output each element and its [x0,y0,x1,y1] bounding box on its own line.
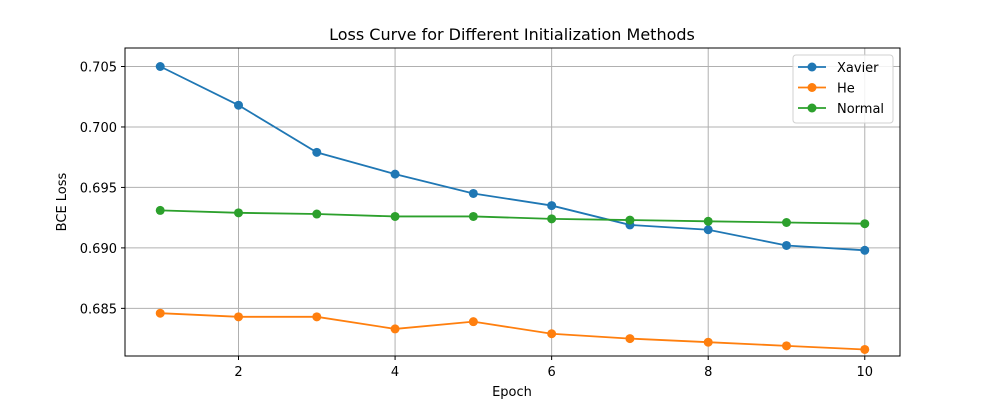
data-point-normal [155,205,165,215]
data-point-normal [703,216,713,226]
legend: Xavier He Normal [792,54,894,124]
series-line-normal [160,209,865,225]
data-point-he [312,312,322,322]
x-tick-label: 10 [856,365,873,380]
data-point-normal [547,214,557,224]
y-tick-label: 0.700 [80,121,117,136]
data-point-he [547,329,557,339]
data-point-xavier [547,201,557,211]
data-point-he [155,308,165,318]
data-point-xavier [155,62,165,72]
plot-frame [124,47,901,357]
series-line-xavier [159,65,865,252]
y-tick-label: 0.705 [80,61,117,76]
data-point-normal [468,211,478,221]
series-lines [155,62,870,354]
legend-item-he: He [798,82,855,97]
data-point-xavier [703,225,713,235]
data-point-xavier [860,245,870,255]
legend-label: Xavier [837,61,879,76]
data-point-normal [234,208,244,218]
data-point-normal [860,219,870,229]
data-point-he [625,334,635,344]
legend-label: He [837,82,855,97]
legend-item-normal: Normal [798,102,884,117]
x-tick-label: 2 [234,365,242,380]
data-point-he [390,324,400,334]
y-axis-ticks: 0.685 0.690 0.695 0.700 0.705 [80,61,125,317]
legend-marker [807,62,817,72]
data-point-xavier [468,188,478,198]
data-point-he [468,317,478,327]
legend-box [792,54,894,124]
legend-item-xavier: Xavier [798,61,879,76]
x-axis-ticks: 2 4 6 8 10 [234,356,873,380]
x-tick-label: 4 [391,365,399,380]
data-point-normal [625,215,635,225]
legend-label: Normal [837,102,884,117]
data-point-xavier [234,100,244,110]
data-point-normal [390,211,400,221]
y-tick-label: 0.695 [80,181,117,196]
x-tick-label: 8 [704,365,712,380]
x-axis-label: Epoch [492,385,532,400]
data-point-normal [781,217,791,227]
y-tick-label: 0.685 [80,302,117,317]
data-point-he [860,344,870,354]
y-tick-label: 0.690 [80,242,117,257]
data-point-normal [312,209,322,219]
data-point-xavier [390,169,400,179]
series-normal [155,205,870,229]
series-xavier [155,62,870,255]
chart-title: Loss Curve for Different Initialization … [329,25,695,44]
legend-marker [807,103,817,113]
data-point-he [703,337,713,347]
series-he [155,308,870,354]
series-line-he [160,312,865,351]
data-point-he [234,312,244,322]
legend-marker [807,83,817,92]
y-axis-label: BCE Loss [55,172,70,231]
data-point-xavier [312,147,322,157]
x-tick-label: 6 [548,365,556,380]
data-point-xavier [781,240,791,250]
data-point-he [781,341,791,351]
